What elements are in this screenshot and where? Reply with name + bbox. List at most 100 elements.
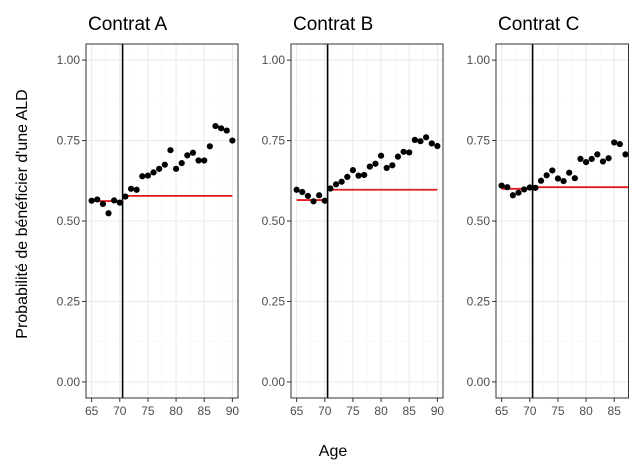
data-point <box>172 165 180 172</box>
panel-3: Contrat C 0.00 0.25 0.50 0.75 1.00 65 70 75 80 85 <box>467 14 629 418</box>
data-point <box>218 125 225 132</box>
x-axis-title: Age <box>319 443 348 460</box>
data-point <box>571 175 578 182</box>
panel-1: Contrat A 0.00 0.25 0.50 0.75 1.00 65 70 75 80 85 9… <box>57 14 240 418</box>
data-point <box>338 178 345 185</box>
y-tick-label: 0.75 <box>262 134 286 148</box>
panel-title: Contrat B <box>293 14 373 35</box>
y-tick-label: 1.00 <box>57 53 81 67</box>
data-point <box>521 186 528 193</box>
data-point <box>504 184 511 191</box>
data-point <box>611 139 618 146</box>
data-point <box>167 147 174 154</box>
x-tick-label: 70 <box>318 404 332 418</box>
x-tick-label: 80 <box>374 404 388 418</box>
data-point <box>195 157 202 164</box>
data-point <box>423 134 430 141</box>
x-tick-label: 70 <box>523 404 537 418</box>
x-tick-label: 85 <box>403 404 417 418</box>
data-point <box>434 142 441 150</box>
data-point <box>229 137 236 144</box>
data-point <box>321 197 328 204</box>
data-point <box>161 161 168 168</box>
data-point <box>588 155 595 162</box>
data-point <box>549 167 556 174</box>
data-point <box>293 186 300 193</box>
y-tick-label: 0.25 <box>57 294 81 308</box>
data-point <box>622 151 629 158</box>
x-tick-label: 85 <box>608 404 622 418</box>
data-point <box>543 172 550 179</box>
data-point <box>417 138 424 145</box>
data-point <box>139 173 146 180</box>
data-point <box>428 140 435 147</box>
data-point <box>577 155 584 162</box>
y-tick-label: 0.00 <box>467 375 491 389</box>
data-point <box>122 193 129 200</box>
y-tick-label: 1.00 <box>467 53 491 67</box>
data-point <box>515 189 522 196</box>
data-point <box>389 162 396 169</box>
y-tick-label: 0.50 <box>262 214 286 228</box>
panel-title: Contrat A <box>88 14 168 35</box>
y-tick-label: 1.00 <box>262 53 286 67</box>
y-tick-label: 0.00 <box>57 375 81 389</box>
y-tick-label: 0.75 <box>57 134 81 148</box>
data-point <box>532 184 539 191</box>
data-point <box>299 188 306 196</box>
data-point <box>189 149 197 156</box>
data-point <box>116 199 123 206</box>
data-point <box>616 140 623 148</box>
x-tick-label: 75 <box>141 404 155 418</box>
data-point <box>526 184 533 191</box>
data-point <box>111 197 118 204</box>
panel-plot-area <box>291 44 443 398</box>
data-point <box>509 192 516 199</box>
data-point <box>184 152 191 159</box>
data-point <box>144 172 152 179</box>
data-point <box>361 171 368 179</box>
data-point <box>127 185 135 192</box>
data-point <box>316 192 323 199</box>
x-tick-label: 80 <box>169 404 183 418</box>
x-tick-label: 75 <box>346 404 360 418</box>
x-tick-label: 75 <box>551 404 565 418</box>
data-point <box>498 182 505 189</box>
y-tick-label: 0.25 <box>467 294 491 308</box>
y-tick-label: 0.25 <box>262 294 286 308</box>
data-point <box>332 181 340 188</box>
data-point <box>566 169 573 176</box>
data-point <box>599 158 607 165</box>
data-point <box>150 169 157 176</box>
y-axis-title: Probabilité de bénéficier d'une ALD <box>14 89 31 338</box>
data-point <box>554 175 562 182</box>
x-tick-label: 90 <box>431 404 445 418</box>
data-point <box>94 196 101 203</box>
y-tick-label: 0.75 <box>467 134 491 148</box>
data-point <box>105 210 112 217</box>
data-point <box>88 197 95 204</box>
y-tick-label: 0.50 <box>467 214 491 228</box>
data-point <box>344 173 351 181</box>
panel-title: Contrat C <box>498 14 579 35</box>
data-point <box>156 165 163 172</box>
data-point <box>355 172 362 179</box>
panels-group: Contrat A 0.00 0.25 0.50 0.75 1.00 65 70 75 80 85 9… <box>57 14 629 418</box>
x-tick-label: 65 <box>290 404 304 418</box>
data-point <box>223 127 230 134</box>
data-point <box>212 122 219 130</box>
data-point <box>206 143 213 150</box>
x-tick-label: 65 <box>85 404 99 418</box>
data-point <box>310 198 317 205</box>
x-tick-label: 90 <box>226 404 240 418</box>
data-point <box>411 136 418 144</box>
data-point <box>406 149 413 156</box>
data-point <box>304 192 311 199</box>
data-point <box>400 148 407 155</box>
x-tick-label: 85 <box>198 404 212 418</box>
panel-plot-area <box>496 44 629 398</box>
x-tick-label: 70 <box>113 404 127 418</box>
data-point <box>605 155 612 162</box>
x-tick-label: 65 <box>495 404 509 418</box>
